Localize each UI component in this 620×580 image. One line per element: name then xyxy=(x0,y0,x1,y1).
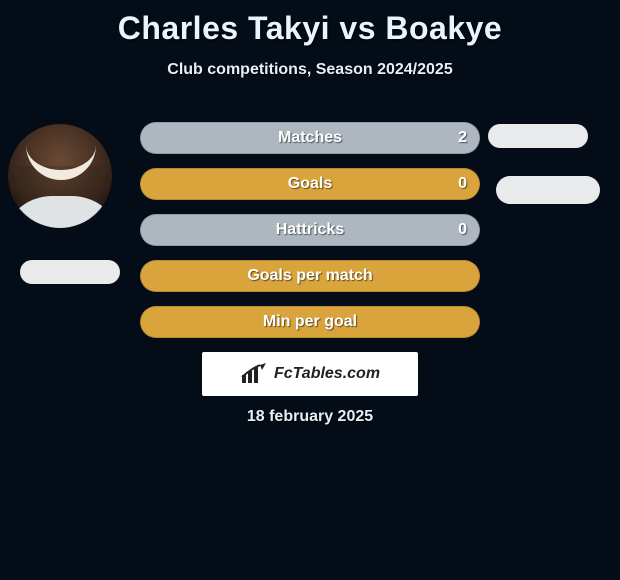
page-subtitle: Club competitions, Season 2024/2025 xyxy=(0,61,620,79)
stat-bar-goals-per-match: Goals per match xyxy=(140,260,480,292)
stat-label: Matches xyxy=(278,129,342,147)
stat-value: 0 xyxy=(458,175,467,193)
stat-value: 2 xyxy=(458,129,467,147)
snapshot-date: 18 february 2025 xyxy=(0,408,620,426)
page-title: Charles Takyi vs Boakye xyxy=(0,0,620,47)
stat-value: 0 xyxy=(458,221,467,239)
stat-bar-hattricks: Hattricks 0 xyxy=(140,214,480,246)
stat-bar-matches: Matches 2 xyxy=(140,122,480,154)
stat-label: Goals per match xyxy=(247,267,372,285)
fctables-logo[interactable]: FcTables.com xyxy=(202,352,418,396)
stat-label: Hattricks xyxy=(276,221,344,239)
player-right-pill-2 xyxy=(496,176,600,204)
player-left-name-pill xyxy=(20,260,120,284)
player-right-pill-1 xyxy=(488,124,588,148)
stat-bars: Matches 2 Goals 0 Hattricks 0 Goals per match M… xyxy=(140,122,480,352)
logo-text: FcTables.com xyxy=(274,365,380,383)
stat-label: Goals xyxy=(288,175,332,193)
stat-label: Min per goal xyxy=(263,313,357,331)
stat-bar-goals: Goals 0 xyxy=(140,168,480,200)
bars-icon xyxy=(240,363,268,385)
stat-bar-min-per-goal: Min per goal xyxy=(140,306,480,338)
player-avatar-left xyxy=(8,124,112,228)
